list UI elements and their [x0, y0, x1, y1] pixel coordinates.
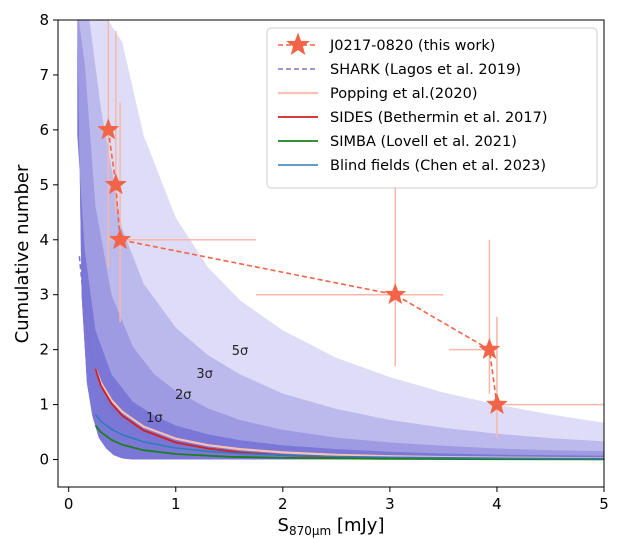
sigma-band-labels: 5σ 3σ 2σ 1σ: [146, 344, 248, 426]
x-tick-label: 0: [64, 495, 74, 513]
sigma-bands: [77, 20, 604, 460]
observed-series: [97, 118, 509, 415]
band-label: 3σ: [196, 367, 213, 382]
y-tick-label: 3: [39, 286, 49, 304]
plot-frame: [57, 19, 605, 488]
y-tick-label: 4: [39, 231, 49, 249]
x-tick-label: 5: [599, 495, 609, 513]
x-axis-label: S870μm [mJy]: [278, 515, 385, 538]
legend-star-marker: [286, 32, 310, 56]
band-label: 1σ: [146, 411, 163, 426]
band-5sigma: [77, 20, 604, 460]
model-curves: [78, 256, 604, 461]
observed-star-marker: [384, 282, 407, 305]
x-tick-label: 4: [492, 495, 502, 513]
observed-star-marker: [108, 228, 132, 250]
y-tick-label: 2: [39, 341, 49, 359]
curve-simba: [94, 424, 604, 461]
legend-label: Blind fields (Chen et al. 2023): [330, 158, 546, 174]
band-label: 5σ: [232, 344, 249, 359]
x-tick-label: 1: [171, 495, 181, 513]
y-axis-ticks: 0 1 2 3 4 5 6 7 8: [39, 11, 58, 469]
band-1sigma: [77, 20, 604, 460]
band-label: 2σ: [175, 388, 192, 403]
observed-star-marker: [478, 337, 501, 360]
y-tick-label: 7: [39, 66, 49, 84]
x-axis-label-subscript: 870μm: [289, 524, 331, 538]
x-tick-label: 3: [385, 495, 395, 513]
observed-star-marker: [104, 173, 127, 195]
y-tick-label: 1: [39, 396, 49, 414]
legend: J0217-0820 (this work) SHARK (Lagos et al…: [266, 27, 598, 189]
legend-label: J0217-0820 (this work): [329, 38, 495, 54]
x-axis-ticks: 0 1 2 3 4 5: [64, 487, 609, 513]
x-axis-label-unit: [mJy]: [331, 515, 384, 536]
legend-box: [266, 27, 598, 189]
legend-label: SIMBA (Lovell et al. 2021): [330, 134, 517, 150]
curve-blind: [94, 413, 604, 460]
y-tick-label: 6: [39, 121, 49, 139]
legend-label: SIDES (Bethermin et al. 2017): [330, 110, 548, 126]
y-tick-label: 0: [39, 451, 49, 469]
observed-line: [107, 129, 498, 405]
legend-label: Popping et al.(2020): [330, 86, 478, 102]
y-tick-label: 5: [39, 176, 49, 194]
legend-label: SHARK (Lagos et al. 2019): [330, 62, 521, 78]
x-tick-label: 2: [278, 495, 288, 513]
y-axis-label: Cumulative number: [12, 164, 33, 343]
y-tick-label: 8: [39, 11, 49, 29]
observed-star-marker: [97, 118, 120, 140]
observed-star-marker: [485, 392, 509, 415]
